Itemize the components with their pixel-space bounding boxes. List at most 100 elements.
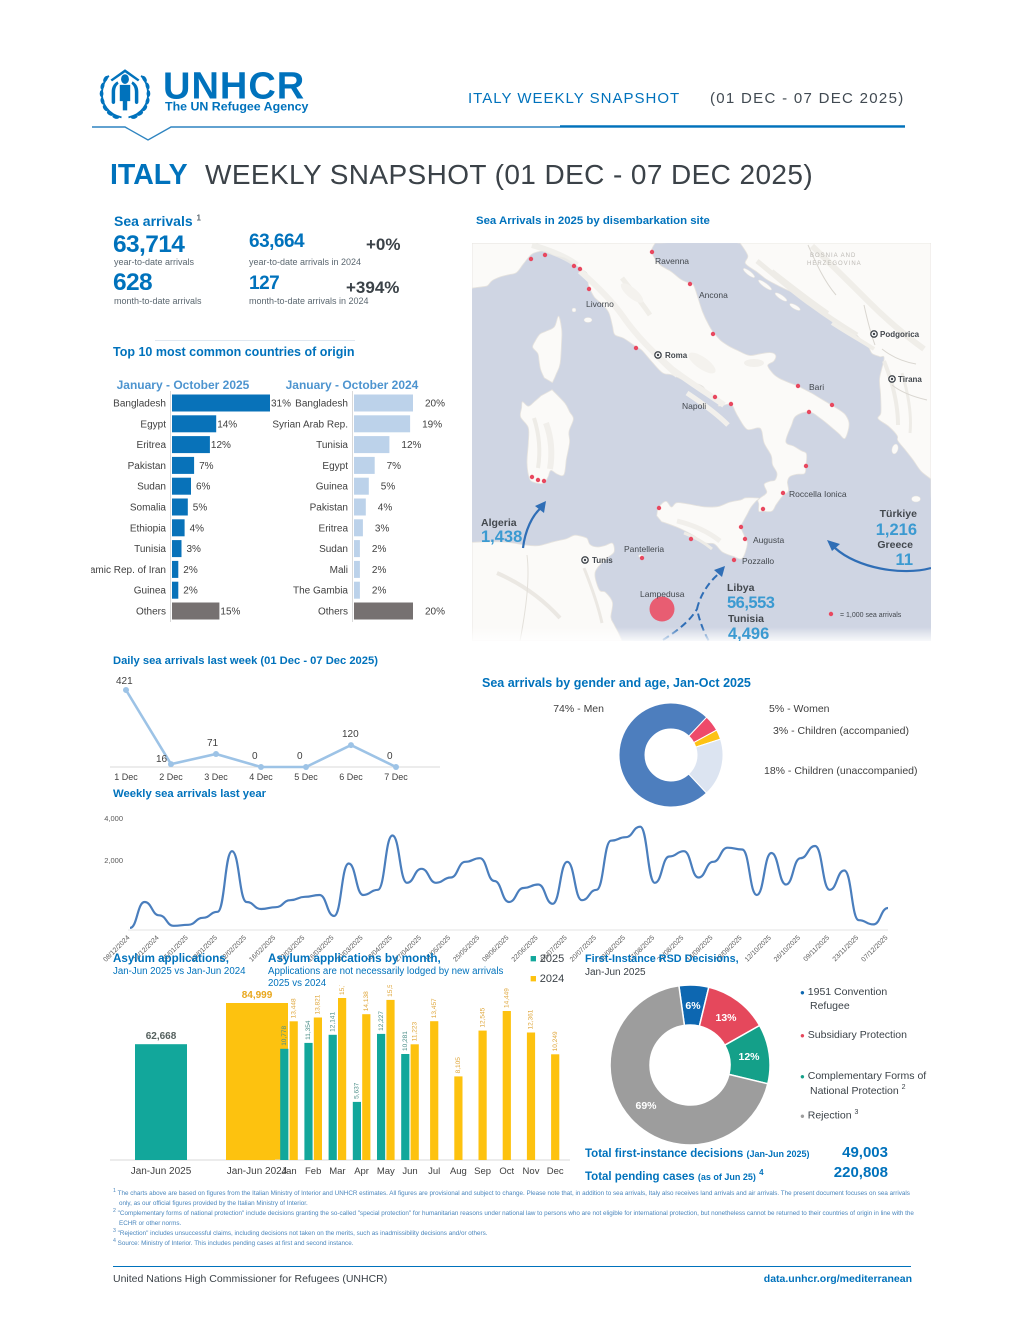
svg-text:20%: 20% xyxy=(425,399,445,410)
svg-text:0: 0 xyxy=(297,751,303,762)
svg-text:Algeria: Algeria xyxy=(481,517,517,529)
svg-text:UNHCR: UNHCR xyxy=(163,66,305,108)
svg-text:2%: 2% xyxy=(183,586,198,597)
svg-text:2%: 2% xyxy=(372,565,387,576)
svg-text:Others: Others xyxy=(318,607,348,618)
svg-text:10,778: 10,778 xyxy=(281,1026,288,1046)
svg-text:= 1,000 sea arrivals: = 1,000 sea arrivals xyxy=(840,612,902,619)
svg-text:Ethiopia: Ethiopia xyxy=(130,523,167,534)
svg-text:1 Dec: 1 Dec xyxy=(114,772,138,782)
svg-text:3% - Children (accompanied): 3% - Children (accompanied) xyxy=(773,725,909,737)
svg-text:Greece: Greece xyxy=(877,539,913,551)
svg-text:Mali: Mali xyxy=(330,565,348,576)
svg-text:Eritrea: Eritrea xyxy=(319,523,349,534)
svg-text:5,637: 5,637 xyxy=(354,1082,361,1099)
svg-text:Lampedusa: Lampedusa xyxy=(640,589,685,599)
svg-text:Feb: Feb xyxy=(305,1166,321,1177)
svg-text:Bangladesh: Bangladesh xyxy=(295,399,348,410)
svg-text:Somalia: Somalia xyxy=(130,503,167,514)
svg-text:12%: 12% xyxy=(211,440,231,451)
svg-text:0: 0 xyxy=(387,751,393,762)
svg-text:Livorno: Livorno xyxy=(586,299,614,309)
svg-text:Tirana: Tirana xyxy=(898,375,922,384)
svg-text:07/12/2025: 07/12/2025 xyxy=(860,934,889,963)
svg-text:January - October 2025: January - October 2025 xyxy=(117,378,250,392)
svg-text:6 Dec: 6 Dec xyxy=(339,772,363,782)
svg-text:Augusta: Augusta xyxy=(753,535,784,545)
svg-text:20%: 20% xyxy=(425,607,445,618)
svg-text:Tunis: Tunis xyxy=(592,556,613,565)
svg-text:14%: 14% xyxy=(217,419,237,430)
svg-text:12,545: 12,545 xyxy=(479,1007,486,1027)
svg-text:Napoli: Napoli xyxy=(682,401,706,411)
svg-text:Pantelleria: Pantelleria xyxy=(624,544,664,554)
svg-text:Podgorica: Podgorica xyxy=(880,330,920,339)
svg-text:4%: 4% xyxy=(378,503,393,514)
svg-text:Egypt: Egypt xyxy=(322,461,348,472)
svg-text:2 Dec: 2 Dec xyxy=(159,772,183,782)
svg-text:Apr: Apr xyxy=(354,1166,369,1177)
svg-text:7%: 7% xyxy=(387,461,402,472)
svg-text:12%: 12% xyxy=(401,440,421,451)
svg-text:3%: 3% xyxy=(375,523,390,534)
svg-text:19%: 19% xyxy=(422,419,442,430)
svg-text:16: 16 xyxy=(156,754,168,765)
svg-text:The UN Refugee Agency: The UN Refugee Agency xyxy=(165,100,309,114)
svg-text:2%: 2% xyxy=(183,565,198,576)
svg-text:12/10/2025: 12/10/2025 xyxy=(744,934,773,963)
svg-text:Dec: Dec xyxy=(547,1166,564,1177)
svg-text:Sudan: Sudan xyxy=(137,482,166,493)
svg-text:13%: 13% xyxy=(715,1012,737,1024)
svg-text:23/11/2025: 23/11/2025 xyxy=(832,934,861,963)
svg-text:Jul: Jul xyxy=(428,1166,440,1177)
svg-text:12,227: 12,227 xyxy=(378,1011,385,1031)
svg-text:09/11/2025: 09/11/2025 xyxy=(802,934,831,963)
svg-text:13,448: 13,448 xyxy=(290,998,297,1018)
svg-text:11,223: 11,223 xyxy=(411,1022,418,1042)
svg-text:71: 71 xyxy=(207,738,219,749)
svg-text:Bangladesh: Bangladesh xyxy=(113,399,166,410)
svg-text:Guinea: Guinea xyxy=(316,482,349,493)
svg-text:3%: 3% xyxy=(187,544,202,555)
svg-text:Islamic Rep. of Iran: Islamic Rep. of Iran xyxy=(91,565,166,576)
svg-text:Aug: Aug xyxy=(450,1166,467,1177)
svg-text:4,000: 4,000 xyxy=(104,814,123,823)
svg-text:Eritrea: Eritrea xyxy=(137,440,167,451)
svg-text:Oct: Oct xyxy=(499,1166,514,1177)
svg-text:5 Dec: 5 Dec xyxy=(294,772,318,782)
svg-text:0: 0 xyxy=(252,751,258,762)
svg-text:15%: 15% xyxy=(220,607,240,618)
svg-text:15,708: 15,708 xyxy=(339,985,346,995)
svg-text:Ancona: Ancona xyxy=(699,290,728,300)
svg-text:12,361: 12,361 xyxy=(528,1009,535,1029)
svg-text:62,668: 62,668 xyxy=(146,1031,177,1042)
svg-text:5%: 5% xyxy=(193,503,208,514)
svg-text:Guinea: Guinea xyxy=(134,586,167,597)
svg-text:Tunisia: Tunisia xyxy=(316,440,348,451)
svg-text:Syrian Arab Rep.: Syrian Arab Rep. xyxy=(272,419,348,430)
svg-text:Tunisia: Tunisia xyxy=(134,544,166,555)
svg-text:69%: 69% xyxy=(635,1100,657,1112)
svg-text:14,138: 14,138 xyxy=(363,991,370,1011)
svg-text:8,105: 8,105 xyxy=(455,1057,462,1074)
svg-text:Roma: Roma xyxy=(665,351,688,360)
svg-text:Sudan: Sudan xyxy=(319,544,348,555)
svg-text:7%: 7% xyxy=(199,461,214,472)
svg-text:3 Dec: 3 Dec xyxy=(204,772,228,782)
svg-text:14,449: 14,449 xyxy=(504,988,511,1008)
svg-text:08/06/2025: 08/06/2025 xyxy=(481,934,510,963)
svg-text:421: 421 xyxy=(116,676,133,687)
svg-text:31%: 31% xyxy=(271,399,291,410)
svg-text:11,354: 11,354 xyxy=(305,1020,312,1040)
svg-text:Others: Others xyxy=(136,607,166,618)
svg-text:1,216: 1,216 xyxy=(876,521,917,539)
svg-text:Pakistan: Pakistan xyxy=(310,503,348,514)
svg-text:4 Dec: 4 Dec xyxy=(249,772,273,782)
svg-text:56,553: 56,553 xyxy=(727,594,775,612)
svg-text:Pozzallo: Pozzallo xyxy=(742,556,774,566)
svg-text:Jun: Jun xyxy=(402,1166,417,1177)
svg-text:Jan: Jan xyxy=(281,1166,296,1177)
svg-text:Sep: Sep xyxy=(474,1166,491,1177)
svg-text:Bari: Bari xyxy=(809,382,824,392)
svg-text:5% - Women: 5% - Women xyxy=(769,703,830,715)
